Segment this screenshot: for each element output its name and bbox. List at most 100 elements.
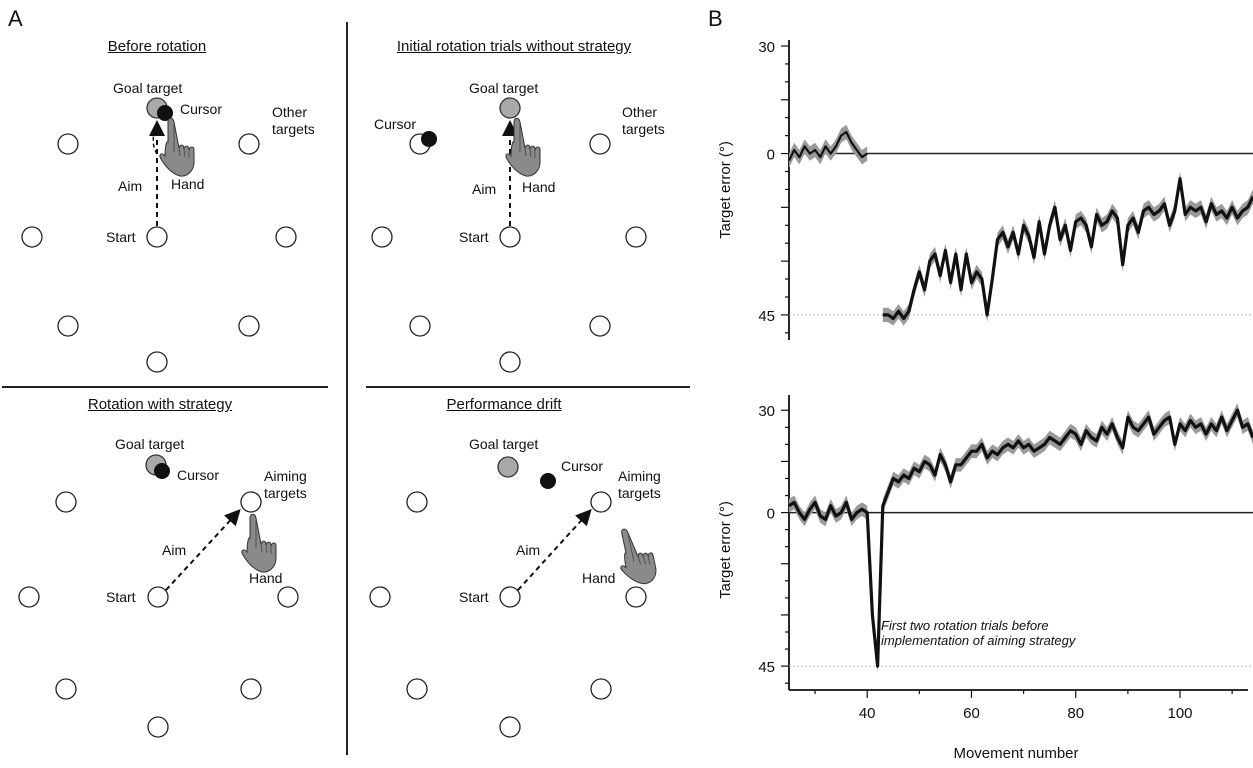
cursor-dot: [421, 131, 437, 147]
y-tick-label: 45: [758, 659, 775, 676]
minor-ticks-top: [781, 45, 789, 334]
panel-label-a: A: [8, 6, 23, 31]
target-circle: [240, 678, 262, 700]
target-circle: [55, 491, 77, 513]
x-tick-label: 40: [859, 705, 876, 722]
x-tick-label: 80: [1067, 705, 1084, 722]
cursor-dot: [157, 105, 173, 121]
target-circle: [406, 678, 428, 700]
label-cursor: Cursor: [561, 458, 604, 474]
y-axis-label-bottom: Target error (°): [717, 501, 734, 599]
label-aiming-targets: Aiming targets: [264, 468, 307, 501]
quadrant-before-rotation: [21, 97, 297, 373]
goal-target-circle: [499, 97, 521, 119]
label-goal-target: Goal target: [469, 436, 539, 452]
target-circle: [409, 315, 431, 337]
cursor-dot: [154, 463, 170, 479]
quadrant-title-rotation-with-strategy: Rotation with strategy: [87, 396, 233, 413]
series-top: [788, 124, 1253, 326]
start-circle: [146, 226, 168, 248]
target-circle: [589, 315, 611, 337]
x-tick-label: 100: [1167, 705, 1192, 722]
chart-bottom: 30 0 45 40 60 80 100 Target error (°) Movemen…: [717, 395, 1253, 762]
target-circle: [406, 491, 428, 513]
hand-icon: [159, 117, 195, 177]
x-ticks-bottom: 40 60 80 100: [814, 690, 1233, 722]
y-tick-label: 30: [758, 403, 775, 420]
start-circle: [499, 586, 521, 608]
series-line: [788, 408, 1253, 668]
label-other-targets: Other targets: [622, 104, 665, 137]
y-tick-label: 0: [767, 506, 775, 523]
label-cursor: Cursor: [177, 467, 220, 483]
target-circle: [57, 133, 79, 155]
label-aim: Aim: [516, 542, 541, 558]
goal-target-circle: [497, 456, 519, 478]
label-hand: Hand: [249, 570, 283, 586]
target-circle: [55, 678, 77, 700]
quadrant-rotation-with-strategy: [18, 454, 299, 738]
x-axis-label: Movement number: [953, 745, 1078, 762]
target-circle: [275, 226, 297, 248]
target-circle: [21, 226, 43, 248]
cursor-dot: [540, 473, 556, 489]
panel-a-horizontal-divider-right: [366, 386, 690, 388]
label-aim: Aim: [472, 181, 497, 197]
label-aim: Aim: [162, 542, 187, 558]
label-start: Start: [459, 589, 489, 605]
hand-icon: [241, 513, 277, 573]
error-band-bottom: [789, 403, 1253, 673]
panel-a-vertical-divider: [346, 22, 348, 755]
quadrant-title-before-rotation: Before rotation: [107, 38, 207, 55]
target-circle: [238, 133, 260, 155]
quadrant-title-initial-rotation: Initial rotation trials without strategy: [396, 38, 632, 55]
target-circle: [371, 226, 393, 248]
label-cursor: Cursor: [374, 116, 417, 132]
label-aiming-targets: Aiming targets: [618, 468, 661, 501]
error-band: [789, 403, 1253, 673]
label-other-targets: Other targets: [272, 104, 315, 137]
y-tick-label: 45: [758, 308, 775, 325]
y-ticks-top: 30 0 45: [758, 39, 775, 325]
label-hand: Hand: [582, 570, 616, 586]
target-circle: [589, 133, 611, 155]
target-circle: [625, 226, 647, 248]
target-circle: [147, 716, 169, 738]
panel-a-diagram: [18, 97, 660, 738]
series-line: [788, 130, 868, 162]
start-circle: [147, 586, 169, 608]
y-axis-label-top: Target error (°): [717, 141, 734, 239]
hand-icon: [505, 117, 541, 177]
label-start: Start: [459, 229, 489, 245]
annotation-first-two-trials: First two rotation trials before impleme…: [881, 618, 1076, 648]
y-ticks-bottom: 30 0 45: [758, 403, 775, 676]
target-circle: [277, 586, 299, 608]
start-circle: [499, 226, 521, 248]
series-line: [882, 177, 1253, 321]
y-tick-label: 0: [767, 147, 775, 164]
target-circle: [625, 586, 647, 608]
target-circle: [590, 678, 612, 700]
label-goal-target: Goal target: [115, 436, 185, 452]
label-start: Start: [106, 229, 136, 245]
y-tick-label: 30: [758, 39, 775, 56]
panel-label-b: B: [708, 6, 723, 31]
target-circle: [57, 315, 79, 337]
quadrant-initial-rotation: [371, 97, 647, 373]
label-start: Start: [106, 589, 136, 605]
x-tick-label: 60: [963, 705, 980, 722]
aiming-target-circle: [240, 491, 262, 513]
label-hand: Hand: [171, 176, 205, 192]
hand-path-arc: [152, 123, 158, 155]
target-circle: [18, 586, 40, 608]
panel-b-charts: 30 0 45 Target error (°) 30 0 45 40 60 80 100 T…: [717, 39, 1253, 762]
aiming-target-circle: [590, 491, 612, 513]
hand-icon: [612, 523, 660, 589]
quadrant-performance-drift: [369, 456, 660, 738]
label-hand: Hand: [522, 179, 556, 195]
label-aim: Aim: [118, 178, 143, 194]
minor-ticks-bottom: [781, 409, 789, 684]
chart-top: 30 0 45 Target error (°): [717, 39, 1253, 340]
target-circle: [238, 315, 260, 337]
panel-a-horizontal-divider-left: [2, 386, 328, 388]
